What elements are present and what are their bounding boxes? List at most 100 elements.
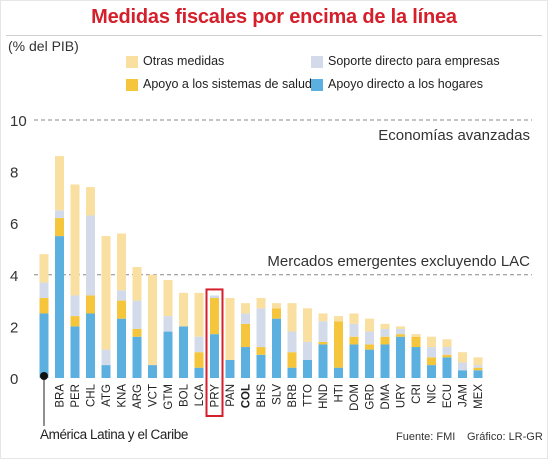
bar-segment (163, 316, 173, 332)
bar-segment (241, 347, 250, 378)
bar-segment (458, 352, 467, 363)
bar-segment (396, 328, 405, 335)
bar-segment (396, 334, 405, 337)
bar-segment (349, 323, 359, 337)
bar-segment (241, 303, 250, 314)
bar-segment (334, 367, 343, 378)
category-label: ECU (442, 384, 454, 408)
bar-segment (427, 357, 436, 366)
legend-label-empresas: Soporte directo para empresas (328, 54, 500, 68)
category-label: DMA (380, 384, 392, 410)
category-label: HND (318, 384, 330, 409)
bar-segment (287, 331, 297, 353)
category-label: CRI (411, 384, 423, 404)
bar-segment (458, 370, 467, 378)
unit-label: (% del PIB) (8, 38, 79, 54)
bar-segment (287, 303, 297, 332)
bar-segment (303, 341, 312, 360)
bar-segment (194, 367, 204, 378)
category-label: BHS (256, 384, 268, 408)
bar-segment (39, 298, 49, 314)
bar-segment (303, 308, 312, 342)
category-label: MEX (473, 384, 485, 409)
bar-segment (380, 323, 390, 329)
category-label: GTM (163, 384, 175, 410)
highlight-box (205, 288, 224, 417)
bar-segment (334, 321, 343, 368)
legend-label-salud: Apoyo a los sistemas de salud (143, 77, 312, 91)
bar-segment (70, 184, 80, 296)
bar-segment (396, 336, 405, 378)
bar-segment (411, 334, 421, 337)
bar-segment (86, 215, 95, 296)
bar-segment (241, 313, 250, 324)
legend-swatch-empresas (311, 56, 323, 68)
legend-label-otras: Otras medidas (143, 54, 225, 68)
category-label: URY (396, 384, 408, 408)
bar-segment (256, 308, 266, 348)
bar-segment (210, 295, 219, 299)
bar-segment (117, 233, 126, 291)
bar-segment (55, 218, 64, 237)
bar-segment (442, 339, 452, 348)
category-label: LCA (194, 384, 206, 407)
bar-segment (427, 347, 436, 358)
y-tick-label: 6 (10, 216, 18, 233)
bar-segment (287, 367, 297, 378)
bar-segment (163, 279, 173, 317)
bar-segment (117, 318, 126, 378)
bar-segment (86, 295, 95, 314)
latam-label: América Latina y el Caribe (40, 427, 188, 442)
bar-segment (70, 316, 80, 327)
graphic-credit: Gráfico: LR-GR (467, 431, 543, 443)
bar-segment (86, 313, 95, 378)
bar-segment (39, 254, 49, 283)
bar-segment (225, 359, 235, 378)
category-label: ARG (132, 384, 144, 409)
category-label: NIC (427, 384, 439, 404)
bar-segment (194, 352, 204, 368)
bar-segment (442, 357, 452, 378)
bar-segment (272, 308, 281, 319)
bar-segment (39, 282, 49, 299)
bar-segment (287, 352, 297, 368)
y-tick-label: 4 (10, 268, 18, 285)
bar-segment (117, 290, 126, 301)
bar-segment (194, 292, 204, 337)
category-label: JAM (458, 384, 470, 407)
bar-segment (210, 298, 219, 335)
legend-swatch-otras (126, 56, 138, 68)
bar-segment (70, 326, 80, 378)
source-label: Fuente: FMI (396, 431, 456, 443)
bar-segment (427, 365, 436, 378)
bar-segment (132, 267, 142, 301)
category-label: KNA (117, 384, 129, 408)
bar-segment (55, 210, 64, 219)
bar-segment (163, 331, 173, 378)
bar-segment (442, 354, 452, 358)
bar-segment (442, 347, 452, 355)
bar-segment (365, 331, 374, 345)
bar-segment (210, 334, 219, 378)
chart-title: Medidas fiscales por encima de la línea (91, 6, 457, 28)
bar-segment (318, 313, 328, 322)
bar-segment (132, 328, 142, 337)
category-label: VCT (148, 384, 160, 407)
bar-segment (473, 365, 483, 368)
bar-segment (148, 274, 157, 366)
category-label: PER (70, 384, 82, 408)
bar-segment (179, 292, 188, 327)
bar-segment (411, 347, 421, 378)
legend-swatch-salud (126, 79, 138, 91)
category-label: BRA (55, 384, 67, 408)
bar-segment (458, 362, 467, 371)
bar-segment (70, 295, 80, 317)
category-label: HTI (334, 384, 346, 403)
bar-segment (55, 156, 64, 211)
bar-segment (132, 300, 142, 329)
bar-segment (411, 336, 421, 348)
bar-segment (55, 236, 64, 378)
bar-segment (86, 187, 95, 216)
latam-marker-dot (40, 372, 48, 380)
y-tick-label: 0 (10, 371, 18, 388)
